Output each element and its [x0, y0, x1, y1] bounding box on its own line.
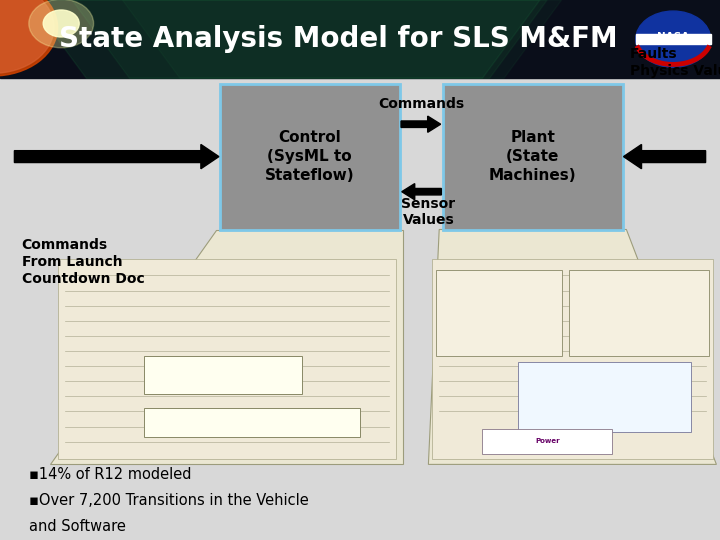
Circle shape: [636, 11, 711, 67]
Text: Control
(SysML to
Stateflow): Control (SysML to Stateflow): [265, 131, 354, 183]
Polygon shape: [428, 230, 716, 464]
Text: Power: Power: [535, 438, 559, 444]
Bar: [569, 270, 709, 356]
Bar: [636, 34, 711, 44]
Polygon shape: [72, 0, 547, 78]
Circle shape: [29, 0, 94, 48]
Bar: [144, 408, 360, 437]
FancyBboxPatch shape: [220, 84, 400, 230]
Bar: [432, 259, 713, 459]
FancyArrow shape: [624, 145, 706, 168]
Text: State Analysis Model for SLS M&FM: State Analysis Model for SLS M&FM: [59, 25, 618, 53]
Text: Plant
(State
Machines): Plant (State Machines): [489, 131, 577, 183]
FancyArrow shape: [14, 145, 219, 168]
Polygon shape: [50, 230, 403, 464]
Text: and Software: and Software: [29, 519, 126, 534]
Circle shape: [43, 10, 79, 37]
FancyArrow shape: [402, 184, 441, 200]
Text: ▪Over 7,200 Transitions in the Vehicle: ▪Over 7,200 Transitions in the Vehicle: [29, 493, 309, 508]
Polygon shape: [29, 0, 540, 78]
FancyBboxPatch shape: [443, 84, 623, 230]
Bar: [436, 270, 562, 356]
Text: ▪14% of R12 modeled: ▪14% of R12 modeled: [29, 467, 192, 482]
FancyArrow shape: [401, 116, 441, 132]
Bar: [518, 362, 691, 432]
Bar: [482, 429, 612, 454]
Text: Commands
From Launch
Countdown Doc: Commands From Launch Countdown Doc: [22, 238, 144, 286]
Text: NASA: NASA: [657, 32, 689, 42]
Circle shape: [0, 0, 58, 76]
Bar: [58, 259, 396, 459]
Bar: [0, 0, 720, 78]
Bar: [144, 356, 302, 394]
Bar: [0, 78, 720, 540]
Circle shape: [0, 0, 54, 73]
Text: Faults
Physics Values: Faults Physics Values: [630, 47, 720, 78]
Text: Sensor
Values: Sensor Values: [401, 197, 456, 227]
Text: Commands: Commands: [378, 97, 464, 111]
Polygon shape: [122, 0, 562, 78]
